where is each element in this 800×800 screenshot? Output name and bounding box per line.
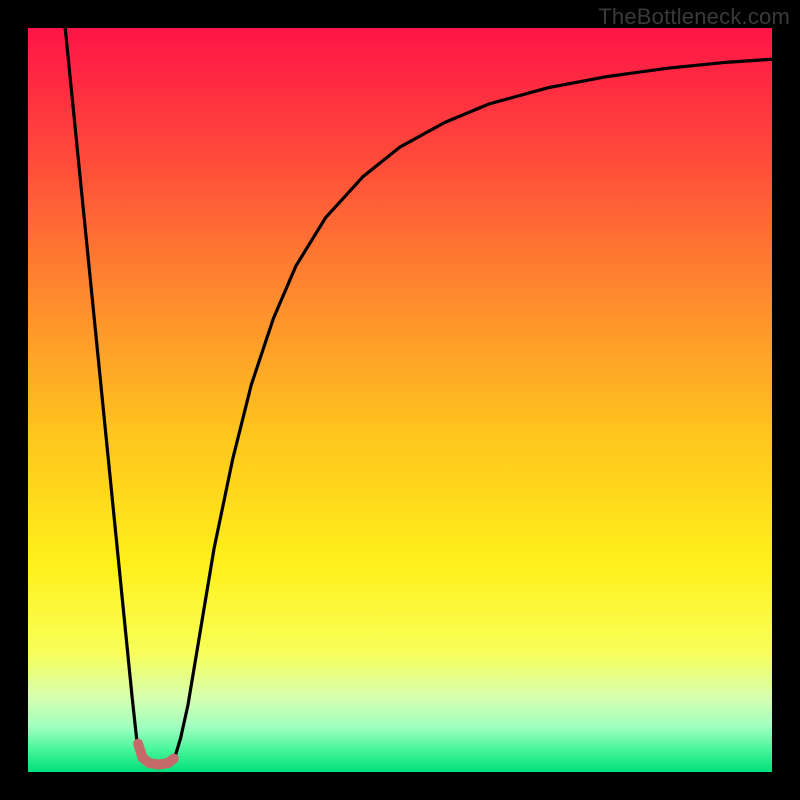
chart-plot-background xyxy=(28,28,772,772)
chart-svg xyxy=(0,0,800,800)
watermark-text: TheBottleneck.com xyxy=(598,4,790,30)
bottleneck-chart: TheBottleneck.com xyxy=(0,0,800,800)
